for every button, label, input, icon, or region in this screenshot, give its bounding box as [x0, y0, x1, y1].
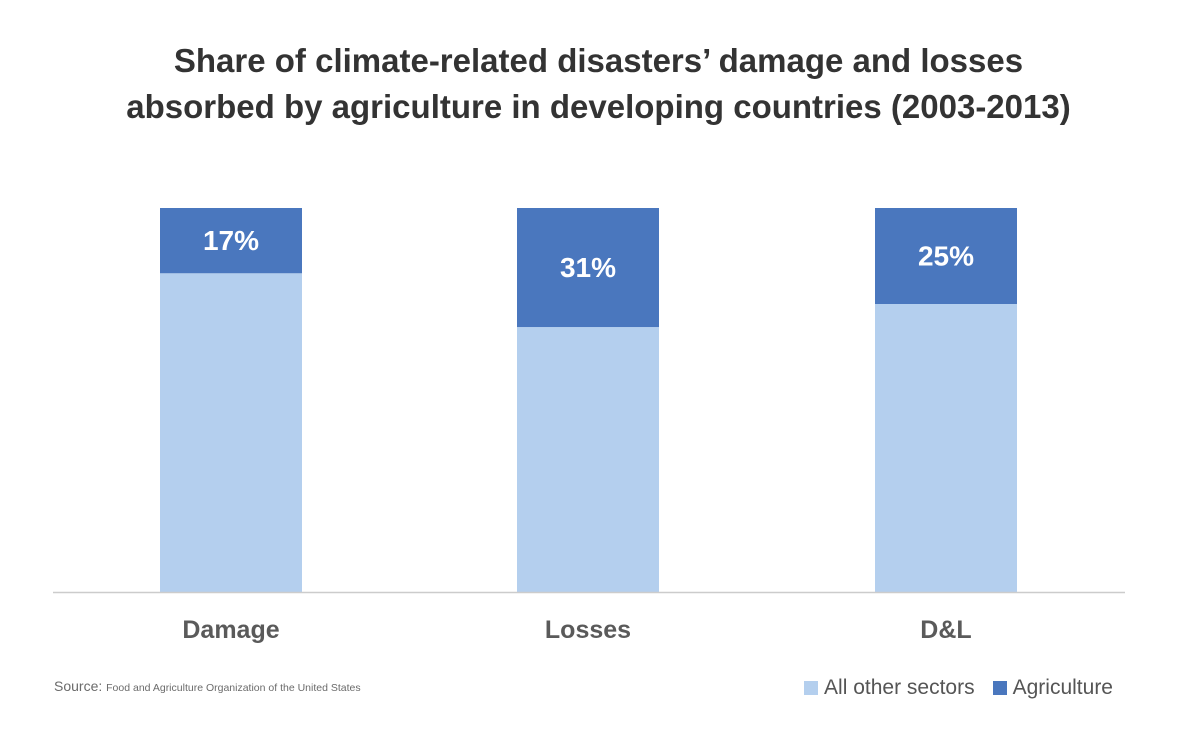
data-label-agriculture-0: 17% [203, 225, 259, 256]
bar-other-2 [875, 304, 1017, 592]
bar-agriculture-2 [875, 208, 1017, 304]
legend-item-agriculture: Agriculture [992, 676, 1113, 700]
bar-agriculture-1 [517, 208, 659, 328]
legend-label-agriculture: Agriculture [1012, 676, 1113, 699]
data-label-agriculture-1: 31% [560, 252, 616, 283]
category-label-1: Losses [545, 616, 631, 644]
category-label-0: Damage [182, 616, 279, 644]
category-label-2: D&L [920, 616, 971, 644]
bar-other-0 [160, 273, 302, 592]
data-label-agriculture-2: 25% [918, 241, 974, 272]
legend-swatch-agriculture [992, 681, 1007, 695]
chart-title: Share of climate-related disasters’ dama… [0, 38, 1197, 130]
legend-swatch-other [804, 681, 819, 695]
source-note: Source: Food and Agriculture Organizatio… [54, 678, 361, 694]
source-name: Food and Agriculture Organization of the… [106, 682, 361, 694]
chart-title-line-2: absorbed by agriculture in developing co… [126, 88, 1071, 125]
bar-agriculture-0 [160, 208, 302, 274]
bar-other-1 [517, 327, 659, 592]
source-prefix: Source: [54, 678, 103, 694]
legend-item-other: All other sectors [804, 676, 975, 700]
legend: All other sectors Agriculture [804, 676, 1113, 700]
chart-title-line-1: Share of climate-related disasters’ dama… [173, 42, 1024, 79]
legend-label-other: All other sectors [824, 676, 975, 699]
